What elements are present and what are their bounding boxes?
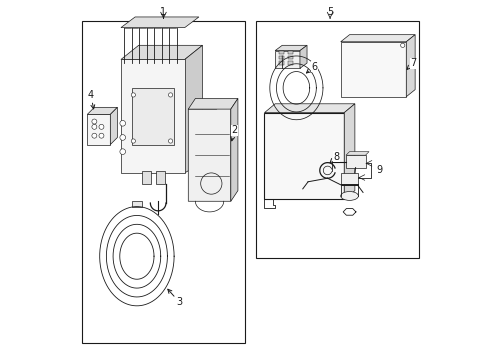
Bar — [288, 61, 293, 65]
Polygon shape — [87, 107, 118, 114]
Ellipse shape — [341, 192, 358, 201]
Bar — [341, 173, 358, 184]
Polygon shape — [188, 99, 238, 109]
Circle shape — [169, 139, 172, 143]
Bar — [87, 114, 110, 145]
Circle shape — [120, 135, 125, 140]
Text: 1: 1 — [160, 6, 167, 17]
Bar — [265, 113, 344, 199]
Polygon shape — [344, 104, 355, 199]
Circle shape — [131, 93, 135, 97]
Circle shape — [120, 121, 125, 126]
Bar — [346, 155, 366, 168]
Polygon shape — [188, 102, 231, 201]
Text: 6: 6 — [306, 62, 317, 73]
Polygon shape — [110, 107, 118, 145]
Text: 2: 2 — [231, 125, 238, 141]
Bar — [288, 56, 293, 59]
Text: 8: 8 — [330, 152, 339, 163]
Circle shape — [92, 133, 97, 138]
Text: 7: 7 — [407, 58, 416, 69]
Circle shape — [92, 124, 97, 129]
Circle shape — [131, 139, 135, 143]
Text: 4: 4 — [88, 90, 95, 109]
Polygon shape — [185, 45, 202, 173]
Text: 5: 5 — [327, 6, 333, 17]
Bar — [121, 59, 185, 173]
Bar — [288, 51, 293, 54]
Bar — [279, 61, 284, 65]
Circle shape — [169, 93, 172, 97]
Polygon shape — [406, 35, 415, 97]
Polygon shape — [121, 17, 199, 28]
Circle shape — [99, 133, 104, 138]
Bar — [142, 171, 151, 184]
Polygon shape — [346, 152, 369, 155]
Polygon shape — [341, 35, 415, 42]
Bar — [279, 51, 284, 54]
Polygon shape — [121, 45, 202, 59]
Bar — [156, 171, 165, 184]
Bar — [256, 21, 418, 258]
Bar — [341, 42, 406, 97]
Bar — [275, 51, 300, 68]
Polygon shape — [265, 104, 355, 113]
Bar — [132, 88, 174, 145]
Circle shape — [401, 43, 405, 48]
Polygon shape — [300, 45, 307, 68]
Bar — [279, 56, 284, 59]
Circle shape — [92, 119, 97, 124]
Polygon shape — [275, 45, 307, 51]
Text: 9: 9 — [377, 166, 383, 175]
Text: 3: 3 — [168, 289, 182, 307]
Polygon shape — [231, 99, 238, 201]
Bar — [132, 201, 142, 207]
Bar — [82, 21, 245, 343]
Circle shape — [99, 124, 104, 129]
Circle shape — [120, 149, 125, 154]
